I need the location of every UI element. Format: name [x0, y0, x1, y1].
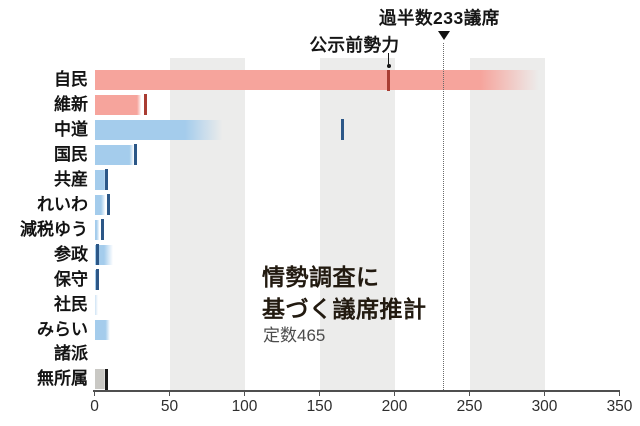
- seat-bar: [94, 219, 99, 240]
- pre-election-tick: [144, 94, 147, 116]
- x-tick-label: 250: [456, 398, 483, 415]
- pre-election-tick: [105, 169, 108, 191]
- seat-bar: [94, 369, 105, 390]
- x-axis-tick: [318, 390, 321, 396]
- seat-bar: [94, 244, 113, 265]
- party-label: 諸派: [54, 344, 88, 364]
- x-axis-tick: [243, 390, 246, 396]
- pre-election-leader-line: [387, 53, 390, 65]
- x-axis-tick: [93, 390, 96, 396]
- pre-election-tick: [105, 368, 108, 390]
- majority-label: 過半数233議席: [379, 8, 500, 28]
- majority-dotted-line: [443, 43, 445, 390]
- x-tick-label: 0: [90, 398, 99, 415]
- party-label: 保守: [54, 269, 88, 289]
- pre-election-tick: [340, 119, 344, 141]
- grid-band: [319, 58, 395, 390]
- party-label: 社民: [54, 294, 88, 314]
- pre-election-leader-dot: [386, 64, 391, 68]
- party-label: みらい: [37, 319, 88, 339]
- seat-bar: [94, 144, 134, 165]
- x-tick-label: 300: [531, 398, 558, 415]
- x-axis-tick: [393, 390, 396, 396]
- x-tick-label: 200: [381, 398, 408, 415]
- grid-band: [469, 58, 545, 390]
- x-axis-tick: [618, 390, 621, 396]
- party-label: 共産: [54, 169, 88, 189]
- pre-election-tick: [387, 69, 390, 91]
- x-tick-label: 50: [160, 398, 179, 415]
- party-label: 国民: [54, 144, 88, 164]
- seat-bar: [94, 319, 110, 340]
- seat-bar: [94, 169, 107, 190]
- x-axis-tick: [168, 390, 171, 396]
- x-axis-line: [93, 390, 620, 392]
- seat-bar: [94, 94, 141, 115]
- pre-election-tick: [96, 269, 99, 291]
- chart-subtitle: 定数465: [263, 326, 326, 345]
- seat-bar: [94, 294, 98, 315]
- party-label: 中道: [54, 119, 88, 139]
- party-label: 参政: [54, 244, 88, 264]
- seat-bar: [94, 194, 105, 215]
- seat-bar: [94, 119, 222, 140]
- x-axis-tick: [468, 390, 471, 396]
- x-tick-label: 100: [231, 398, 258, 415]
- party-label: 自民: [54, 70, 88, 89]
- pre-election-label: 公示前勢力: [309, 35, 400, 55]
- party-label: れいわ: [37, 194, 88, 214]
- pre-election-tick: [100, 219, 104, 241]
- party-label: 維新: [54, 94, 88, 114]
- pre-election-tick: [106, 194, 110, 216]
- x-axis-tick: [543, 390, 546, 396]
- party-label: 無所属: [37, 369, 88, 389]
- chart-title-line1: 情勢調査に: [262, 264, 380, 290]
- party-label: 減税ゆう: [20, 219, 88, 239]
- x-tick-label: 350: [606, 398, 633, 415]
- grid-band: [169, 58, 245, 390]
- chart-title-line2: 基づく議席推計: [262, 296, 427, 322]
- seat-bar: [94, 70, 539, 90]
- majority-arrow-icon: [438, 31, 450, 40]
- x-tick-label: 150: [306, 398, 333, 415]
- pre-election-tick: [96, 244, 99, 266]
- pre-election-tick: [133, 144, 137, 166]
